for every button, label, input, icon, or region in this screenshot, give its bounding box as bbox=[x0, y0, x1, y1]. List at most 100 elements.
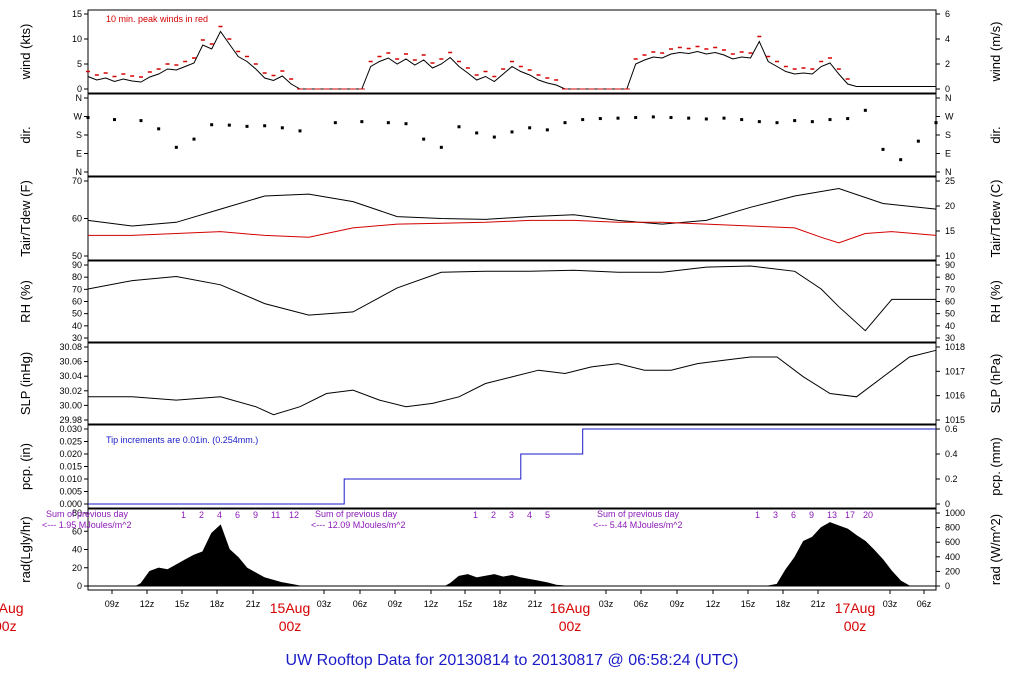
ytick-right-label-temp: 20 bbox=[945, 201, 955, 211]
ytick-right-label-dir: W bbox=[945, 112, 954, 122]
ytick-right-label-dir: S bbox=[945, 130, 951, 140]
ytick-right-label-rh: 60 bbox=[945, 297, 955, 307]
time-tick-label: 06z bbox=[353, 599, 368, 609]
dir-point bbox=[113, 118, 116, 122]
dir-point bbox=[722, 116, 726, 120]
dir-point bbox=[563, 121, 567, 125]
ylabel-right-rh: RH (%) bbox=[988, 280, 1003, 323]
ytick-label-rad: 0 bbox=[77, 581, 82, 591]
ylabel-right-wind: wind (m/s) bbox=[988, 22, 1003, 83]
ytick-label-rad: 40 bbox=[72, 545, 82, 555]
ytick-label-slp: 30.04 bbox=[59, 371, 82, 381]
ytick-label-wind: 0 bbox=[77, 84, 82, 94]
ylabel-right-slp: SLP (hPa) bbox=[988, 354, 1003, 414]
rad-note-label: Sum of previous day bbox=[315, 509, 398, 519]
day-label: 16Aug bbox=[550, 600, 590, 616]
dir-point bbox=[846, 117, 850, 121]
time-tick-label: 21z bbox=[246, 599, 261, 609]
time-tick-label: 06z bbox=[634, 599, 649, 609]
ytick-right-label-slp: 1015 bbox=[945, 415, 965, 425]
ytick-right-label-pcp: 0 bbox=[945, 499, 950, 509]
ytick-right-label-rad: 600 bbox=[945, 537, 960, 547]
time-tick-label: 15z bbox=[741, 599, 756, 609]
ytick-right-label-slp: 1016 bbox=[945, 391, 965, 401]
ytick-right-label-temp: 10 bbox=[945, 251, 955, 261]
ylabel-wind: wind (kts) bbox=[18, 24, 33, 81]
dir-point bbox=[280, 126, 284, 130]
ytick-label-pcp: 0.000 bbox=[59, 499, 82, 509]
ytick-label-wind: 15 bbox=[72, 9, 82, 19]
day-hour-label: 00z bbox=[559, 618, 582, 634]
rad-note-hour: 17 bbox=[845, 510, 855, 520]
series-rh-RH bbox=[87, 265, 936, 332]
dir-point bbox=[704, 117, 708, 121]
ytick-label-temp: 60 bbox=[72, 214, 82, 224]
ytick-right-label-rh: 40 bbox=[945, 321, 955, 331]
rad-note-hour: 6 bbox=[235, 510, 240, 520]
panel-frame-slp bbox=[87, 342, 937, 425]
dir-point bbox=[828, 118, 832, 122]
dir-point bbox=[245, 124, 249, 128]
series-pcp-pcp bbox=[88, 428, 936, 505]
ytick-label-pcp: 0.010 bbox=[59, 474, 82, 484]
panel-wind: 0 5 10 15 0 2 4 6 wind (kts) wind (m/s) 10 min. pe… bbox=[18, 9, 1003, 94]
ytick-label-slp: 30.08 bbox=[59, 342, 82, 352]
series-wind-wind bbox=[87, 30, 936, 90]
dir-point bbox=[740, 118, 744, 122]
ytick-label-dir: N bbox=[76, 167, 83, 177]
dir-point bbox=[457, 125, 461, 129]
rad-note-hour: 1 bbox=[473, 510, 478, 520]
time-tick-label: 12z bbox=[424, 599, 439, 609]
rad-note-hour: 20 bbox=[863, 510, 873, 520]
ytick-right-label-temp: 15 bbox=[945, 226, 955, 236]
rad-note-hour: 3 bbox=[509, 510, 514, 520]
rad-note-hour: 11 bbox=[271, 510, 280, 520]
dir-point bbox=[174, 145, 178, 149]
ytick-right-label-rh: 80 bbox=[945, 272, 955, 282]
ylabel-slp: SLP (inHg) bbox=[18, 352, 33, 415]
time-tick-label: 09z bbox=[105, 599, 120, 609]
rad-note-hour: 9 bbox=[809, 510, 814, 520]
day-label: 17Aug bbox=[835, 600, 875, 616]
rad-note-hour: 1 bbox=[755, 510, 760, 520]
panel-frame-temp bbox=[87, 176, 937, 261]
ylabel-rh: RH (%) bbox=[18, 280, 33, 323]
dir-point bbox=[227, 123, 231, 127]
ytick-right-label-temp: 25 bbox=[945, 176, 955, 186]
ytick-right-label-rad: 1000 bbox=[945, 508, 965, 518]
ylabel-temp: Tair/Tdew (F) bbox=[18, 180, 33, 257]
ytick-right-label-slp: 1017 bbox=[945, 366, 965, 376]
rad-note-label: Sum of previous day bbox=[597, 509, 680, 519]
time-tick-label: 09z bbox=[670, 599, 685, 609]
ytick-right-label-rad: 800 bbox=[945, 523, 960, 533]
ytick-right-label-rad: 0 bbox=[945, 581, 950, 591]
rad-note-value: <--- 5.44 MJoules/m^2 bbox=[593, 520, 683, 530]
dir-point bbox=[157, 127, 161, 131]
dir-point bbox=[616, 116, 620, 120]
ytick-label-rad: 20 bbox=[72, 563, 82, 573]
ytick-right-label-wind: 4 bbox=[945, 34, 950, 44]
ytick-right-label-pcp: 0.6 bbox=[945, 424, 958, 434]
rad-note-hour: 5 bbox=[545, 510, 550, 520]
day-hour-label: 00z bbox=[844, 618, 867, 634]
rad-note-hour: 2 bbox=[199, 510, 204, 520]
time-tick-label: 21z bbox=[528, 599, 543, 609]
pcp-annotation: Tip increments are 0.01in. (0.254mm.) bbox=[106, 435, 258, 445]
dir-point bbox=[439, 145, 443, 149]
dir-point bbox=[360, 120, 364, 124]
panel-slp: 29.98 30.00 30.02 30.04 30.06 30.08 1015 1016 10… bbox=[18, 342, 1003, 425]
rad-note-hour: 2 bbox=[491, 510, 496, 520]
dir-point bbox=[793, 119, 797, 123]
ytick-label-pcp: 0.030 bbox=[59, 424, 82, 434]
ytick-label-slp: 30.02 bbox=[59, 386, 82, 396]
ytick-label-rh: 50 bbox=[72, 309, 82, 319]
ytick-label-rad: 80 bbox=[72, 508, 82, 518]
ytick-right-label-dir: N bbox=[945, 167, 952, 177]
ytick-label-pcp: 0.025 bbox=[59, 437, 82, 447]
ytick-label-slp: 30.00 bbox=[59, 400, 82, 410]
ytick-right-label-dir: N bbox=[945, 93, 952, 103]
ytick-label-rad: 60 bbox=[72, 526, 82, 536]
ytick-label-temp: 50 bbox=[72, 251, 82, 261]
